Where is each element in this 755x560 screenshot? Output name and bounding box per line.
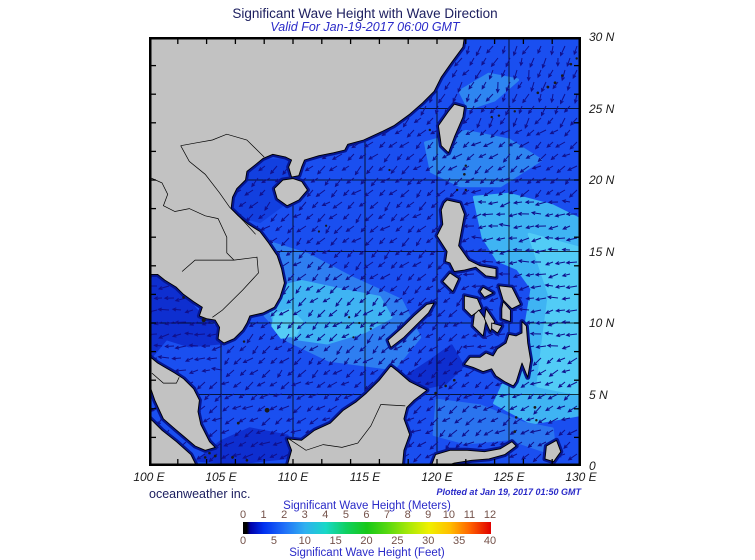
- feet-tick-5: 5: [270, 535, 277, 547]
- frame-ticks: [151, 39, 579, 464]
- meters-tick-10: 10: [442, 509, 455, 521]
- lon-label-130E: 130 E: [565, 470, 597, 484]
- feet-tick-20: 20: [360, 535, 373, 547]
- lon-label-115E: 115 E: [349, 470, 381, 484]
- map-plot-area: [149, 37, 581, 466]
- lat-label-30N: 30 N: [589, 30, 615, 44]
- country-borders: [149, 133, 406, 451]
- plotted-timestamp: Plotted at Jan 19, 2017 01:50 GMT: [436, 487, 581, 497]
- lat-label-25N: 25 N: [589, 101, 615, 116]
- lon-label-110E: 110 E: [277, 470, 309, 484]
- wave-height-map: [149, 37, 581, 466]
- feet-tick-15: 15: [329, 535, 342, 547]
- wave-direction-arrows: [149, 45, 578, 463]
- feet-tick-30: 30: [422, 535, 435, 547]
- lat-label-0: 0: [589, 459, 596, 473]
- lat-label-20N: 20 N: [589, 173, 615, 187]
- meters-tick-3: 3: [301, 509, 308, 521]
- wave-height-colorbar: [243, 522, 491, 534]
- small-islands: [182, 57, 578, 462]
- meters-tick-0: 0: [239, 509, 247, 521]
- meters-tick-6: 6: [363, 509, 370, 521]
- feet-tick-10: 10: [298, 535, 311, 547]
- feet-tick-40: 40: [483, 535, 497, 547]
- oceanweather-credit: oceanweather inc.: [149, 487, 251, 501]
- meters-tick-5: 5: [342, 509, 349, 521]
- legend-feet-ticks: 0 5 10 15 20 25 30 35 40: [239, 535, 496, 547]
- feet-tick-0: 0: [239, 535, 247, 547]
- lon-label-120E: 120 E: [421, 470, 453, 484]
- valid-time-subtitle: Valid For Jan-19-2017 06:00 GMT: [270, 20, 460, 34]
- lon-label-125E: 125 E: [493, 470, 525, 484]
- land-masses: [149, 37, 562, 466]
- feet-tick-25: 25: [391, 535, 404, 547]
- feet-tick-35: 35: [453, 535, 466, 547]
- meters-tick-1: 1: [260, 509, 267, 521]
- map-frame-border: [149, 37, 581, 466]
- lat-label-10N: 10 N: [589, 316, 615, 330]
- lon-label-105E: 105 E: [205, 470, 237, 484]
- meters-tick-4: 4: [322, 509, 329, 521]
- meters-tick-2: 2: [281, 509, 288, 521]
- meters-tick-8: 8: [404, 509, 411, 521]
- legend-meters-ticks: 0 1 2 3 4 5 6 7 8 9 10 11 12: [239, 509, 496, 521]
- meters-tick-11: 11: [463, 509, 476, 521]
- lon-label-100E: 100 E: [133, 470, 165, 484]
- legend-title-meters: Significant Wave Height (Meters): [283, 500, 451, 512]
- legend-title-feet: Significant Wave Height (Feet): [289, 547, 445, 559]
- lat-label-15N: 15 N: [589, 244, 615, 259]
- page-title: Significant Wave Height with Wave Direct…: [232, 6, 498, 21]
- meters-tick-12: 12: [483, 509, 497, 521]
- lat-label-5N: 5 N: [589, 387, 608, 402]
- meters-tick-9: 9: [425, 509, 432, 521]
- meters-tick-7: 7: [384, 509, 391, 521]
